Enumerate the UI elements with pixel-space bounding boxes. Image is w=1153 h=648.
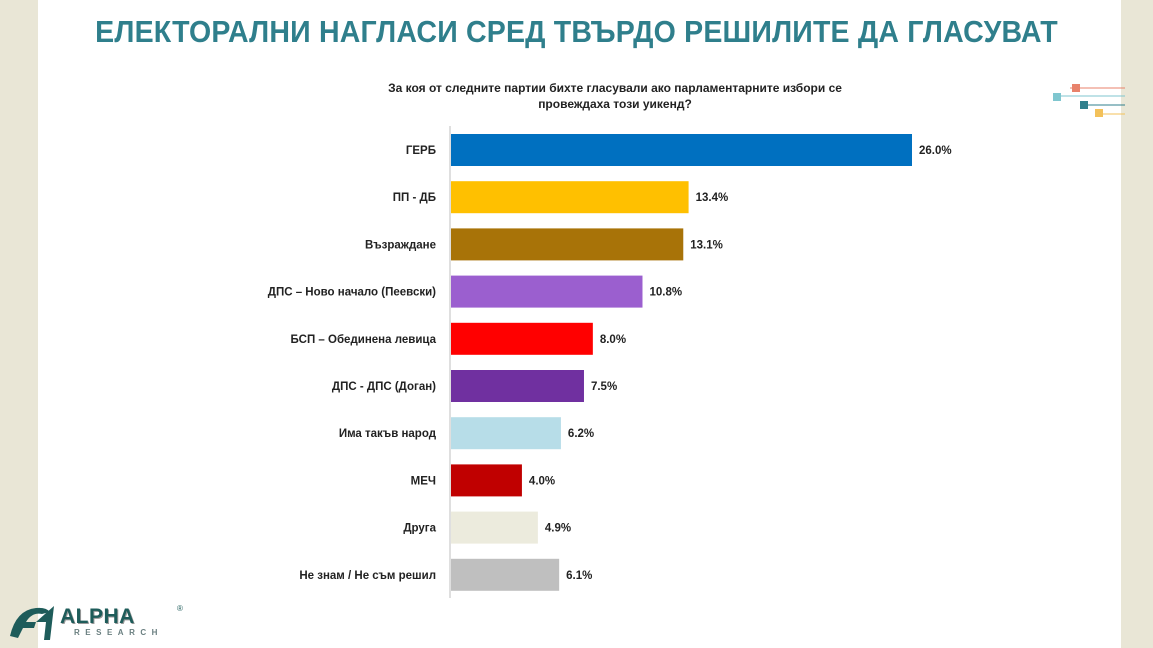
decorative-squares-icon — [1053, 84, 1125, 117]
logo-name: ALPHA — [60, 605, 135, 628]
value-label-0: 26.0% — [919, 145, 952, 157]
value-label-4: 8.0% — [600, 334, 626, 346]
category-label-8: Друга — [403, 523, 436, 535]
value-label-2: 13.1% — [690, 239, 723, 251]
value-label-1: 13.4% — [696, 192, 729, 204]
category-label-1: ПП - ДБ — [393, 192, 436, 204]
bar-0 — [451, 134, 912, 166]
bar-8 — [451, 511, 538, 544]
bar-2 — [451, 228, 684, 261]
survey-question-line-1: За коя от следните партии бихте гласувал… — [388, 81, 842, 95]
alpha-logo-icon — [10, 606, 54, 640]
bar-7 — [451, 464, 522, 497]
alpha-research-logo: ALPHA ® RESEARCH — [6, 602, 186, 644]
bar-9 — [451, 558, 560, 591]
value-label-9: 6.1% — [566, 570, 592, 582]
category-label-5: ДПС - ДПС (Доган) — [332, 381, 436, 393]
value-label-6: 6.2% — [568, 428, 594, 440]
category-label-0: ГЕРБ — [406, 145, 436, 157]
category-label-4: БСП – Обединена левица — [291, 334, 437, 346]
survey-question: За коя от следните партии бихте гласувал… — [300, 80, 930, 112]
logo-registered-mark: ® — [177, 604, 183, 613]
survey-question-line-2: провеждаха този уикенд? — [538, 97, 692, 111]
chart-title: ЕЛЕКТОРАЛНИ НАГЛАСИ СРЕД ТВЪРДО РЕШИЛИТЕ… — [95, 14, 1058, 49]
value-label-3: 10.8% — [649, 287, 682, 299]
value-label-8: 4.9% — [545, 523, 571, 535]
category-label-3: ДПС – Ново начало (Пеевски) — [268, 287, 436, 299]
bar-4 — [451, 322, 593, 355]
bar-1 — [451, 181, 689, 214]
logo-subtitle: RESEARCH — [74, 628, 163, 637]
category-label-6: Има такъв народ — [339, 428, 437, 440]
category-label-7: МЕЧ — [411, 475, 436, 487]
category-label-9: Не знам / Не съм решил — [299, 570, 436, 582]
category-label-2: Възраждане — [365, 239, 436, 251]
value-label-5: 7.5% — [591, 381, 617, 393]
bar-3 — [451, 275, 643, 308]
value-label-7: 4.0% — [529, 475, 555, 487]
bar-6 — [451, 417, 561, 450]
bar-5 — [451, 370, 584, 402]
